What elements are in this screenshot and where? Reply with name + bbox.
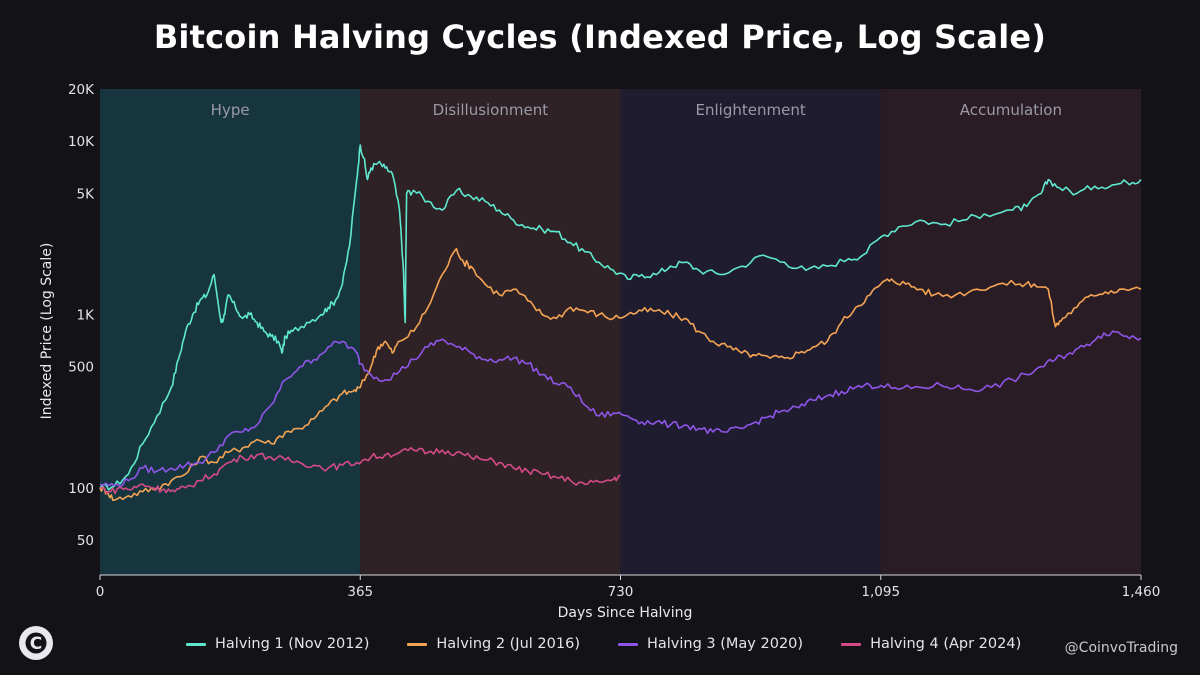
axes: 0 365 730 1,095 1,460 50 100 500 1K 5K 10K 20K [68,82,1160,600]
y-tick-label-5: 10K [68,134,95,150]
phase-band-3 [880,89,1141,575]
y-tick-label-3: 1K [77,308,96,324]
legend: Halving 1 (Nov 2012) Halving 2 (Jul 2016)… [186,636,1059,652]
phase-band-2 [620,89,881,575]
legend-label-1: Halving 1 (Nov 2012) [215,636,370,652]
phase-labels: Hype Disillusionment Enlightenment Accumula… [211,101,1062,119]
legend-item-4: Halving 4 (Apr 2024) [841,636,1021,652]
chart-title: Bitcoin Halving Cycles (Indexed Price, L… [153,18,1047,56]
x-tick-label-4: 1,460 [1122,584,1161,600]
x-tick-label-3: 1,095 [861,584,900,600]
series-line-4 [99,446,621,495]
legend-item-2: Halving 2 (Jul 2016) [407,636,580,652]
phase-label-2: Enlightenment [696,101,806,119]
watermark: @CoinvoTrading [1064,640,1178,656]
legend-item-1: Halving 1 (Nov 2012) [186,636,369,652]
legend-swatch-3 [617,642,638,646]
legend-label-4: Halving 4 (Apr 2024) [870,636,1022,652]
phase-label-1: Disillusionment [433,101,549,119]
x-tick-label-2: 730 [608,584,634,600]
phase-label-0: Hype [211,101,250,119]
coinvo-logo-icon: C [19,626,53,660]
phase-label-3: Accumulation [960,101,1062,119]
x-tick-label-1: 365 [347,584,373,600]
legend-swatch-1 [186,642,206,646]
y-tick-label-0: 50 [77,533,94,549]
series-line-2 [99,247,1142,502]
y-tick-label-6: 20K [68,82,95,98]
legend-label-3: Halving 3 (May 2020) [646,636,804,652]
legend-swatch-2 [407,642,428,646]
y-tick-label-2: 500 [68,360,94,376]
y-tick-label-1: 100 [68,481,94,497]
y-axis-title: Indexed Price (Log Scale) [39,243,55,420]
y-tick-label-4: 5K [77,186,96,202]
phase-band-1 [360,89,621,575]
svg-text:C: C [30,634,42,654]
legend-swatch-4 [841,642,862,646]
phase-bands [100,89,1141,575]
x-axis-title: Days Since Halving [558,605,693,621]
x-tick-label-0: 0 [96,584,105,600]
series-lines [99,144,1142,502]
series-line-1 [99,144,1142,491]
phase-band-0 [100,89,361,575]
legend-label-2: Halving 2 (Jul 2016) [436,636,580,652]
series-line-3 [99,330,1142,488]
legend-item-3: Halving 3 (May 2020) [617,636,804,652]
